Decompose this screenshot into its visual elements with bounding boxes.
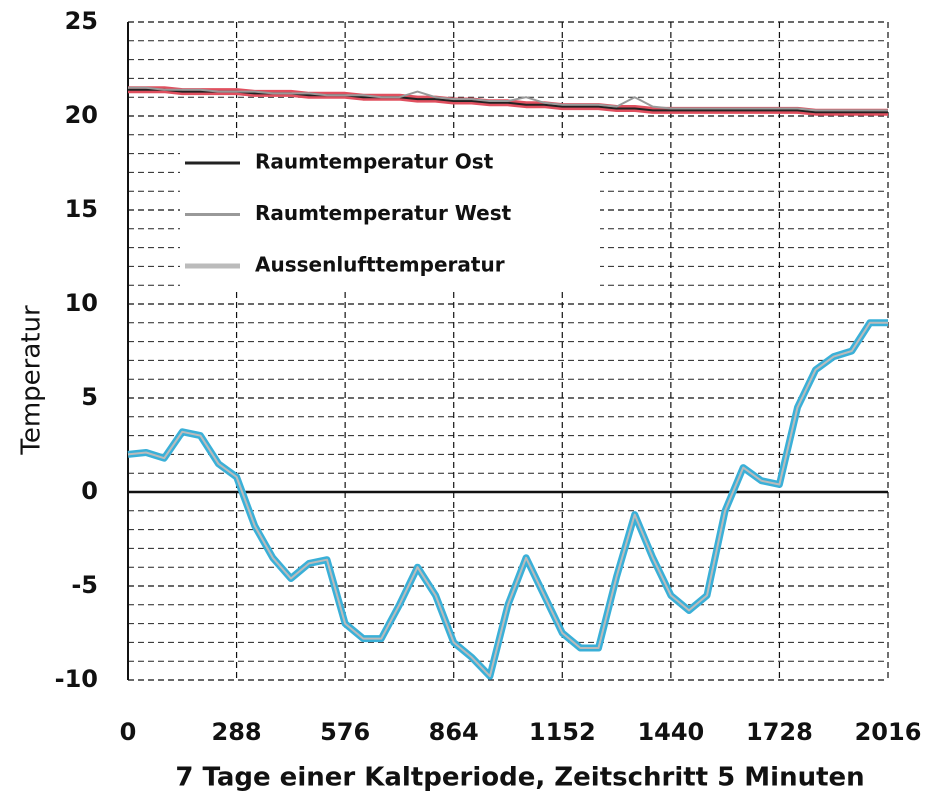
x-tick-label: 1152: [529, 718, 596, 746]
x-tick-label: 1728: [746, 718, 813, 746]
x-axis-label: 7 Tage einer Kaltperiode, Zeitschritt 5 …: [175, 763, 864, 793]
x-tick-label: 288: [212, 718, 262, 746]
legend-label: Aussenlufttemperatur: [255, 253, 505, 277]
x-tick-label: 2016: [855, 718, 922, 746]
y-tick-label: 5: [81, 383, 98, 411]
y-tick-label: 20: [65, 101, 98, 129]
x-tick-label: 1440: [637, 718, 704, 746]
x-tick-label: 0: [120, 718, 137, 746]
y-tick-label: 15: [65, 195, 98, 223]
y-tick-label: 0: [81, 477, 98, 505]
y-tick-label: 10: [65, 289, 98, 317]
legend-label: Raumtemperatur West: [255, 201, 512, 225]
x-tick-label: 576: [320, 718, 370, 746]
series-line: [128, 88, 888, 114]
y-tick-label: -5: [71, 571, 98, 599]
y-axis-label: Temperatur: [17, 305, 47, 456]
y-tick-label: -10: [55, 665, 98, 693]
legend-label: Raumtemperatur Ost: [255, 150, 494, 174]
legend-box: [180, 140, 600, 290]
y-tick-label: 25: [65, 7, 98, 35]
x-tick-label: 864: [429, 718, 479, 746]
series-line: [127, 321, 888, 678]
series-line: [128, 86, 888, 112]
